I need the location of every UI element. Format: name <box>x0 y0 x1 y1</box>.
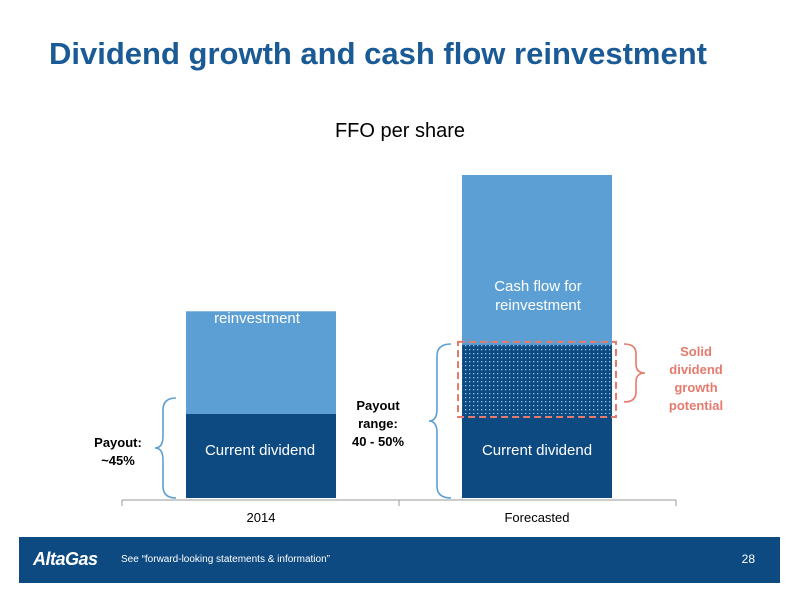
growth-potential-brace <box>623 343 646 403</box>
bar-2014-dividend <box>186 413 336 498</box>
x-tick-label-forecasted: Forecasted <box>504 510 570 525</box>
growth-potential-text: Solid dividend growth potential <box>668 344 724 413</box>
growth-potential-region <box>462 344 612 414</box>
payout-2014-text: Payout: ~45% <box>94 435 142 468</box>
x-tick-label-2014: 2014 <box>246 510 276 525</box>
bar-forecast-reinvestment-label: Cash flow for reinvestment <box>494 278 582 314</box>
footer-bar: AltaGas See “forward-looking statements … <box>19 537 780 583</box>
payout-range-brace <box>428 343 452 499</box>
bar-forecasted-dividend <box>462 413 612 498</box>
growth-potential-dashed-box <box>457 340 617 418</box>
chart-title: FFO per share <box>334 120 466 142</box>
payout-2014-annotation: Payout: ~45% <box>72 434 164 470</box>
company-logo: AltaGas <box>33 549 98 569</box>
forward-looking-footnote: See “forward-looking statements & inform… <box>121 554 330 565</box>
bar-2014-dividend-label: Current dividend <box>204 442 316 459</box>
bar-2014-reinvestment <box>186 311 336 414</box>
bar-forecast-dividend-label: Current dividend <box>481 442 593 459</box>
growth-potential-annotation: Solid dividend growth potential <box>656 343 736 415</box>
payout-range-annotation: Payout range: 40 - 50% <box>336 397 420 451</box>
payout-2014-brace <box>154 397 177 499</box>
page-number: 28 <box>741 552 755 566</box>
slide-title: Dividend growth and cash flow reinvestme… <box>49 36 707 71</box>
bar-2014-reinvestment-label: Cash flow for reinvestment <box>213 291 301 327</box>
payout-range-text: Payout range: 40 - 50% <box>351 398 405 449</box>
